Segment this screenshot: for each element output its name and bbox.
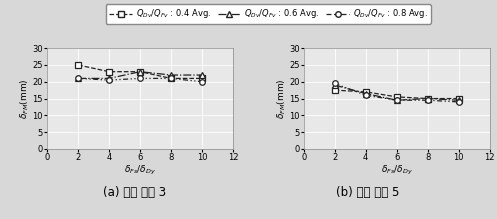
Y-axis label: $\delta_{FM}$(mm): $\delta_{FM}$(mm) [18, 78, 31, 119]
Text: (a) 주기 비율 3: (a) 주기 비율 3 [102, 186, 166, 199]
Y-axis label: $\delta_{FM}$(mm): $\delta_{FM}$(mm) [275, 78, 287, 119]
X-axis label: $\delta_{Fs}/\delta_{Dy}$: $\delta_{Fs}/\delta_{Dy}$ [124, 163, 156, 177]
Text: (b) 주기 비율 5: (b) 주기 비율 5 [336, 186, 400, 199]
Legend: $Q_{Dv}/Q_{Fv}$ : 0.4 Avg., $Q_{Dv}/Q_{Fv}$ : 0.6 Avg., $Q_{Dv}/Q_{Fv}$ : 0.8 Av: $Q_{Dv}/Q_{Fv}$ : 0.4 Avg., $Q_{Dv}/Q_{F… [106, 4, 431, 24]
X-axis label: $\delta_{Fs}/\delta_{Dy}$: $\delta_{Fs}/\delta_{Dy}$ [381, 163, 413, 177]
